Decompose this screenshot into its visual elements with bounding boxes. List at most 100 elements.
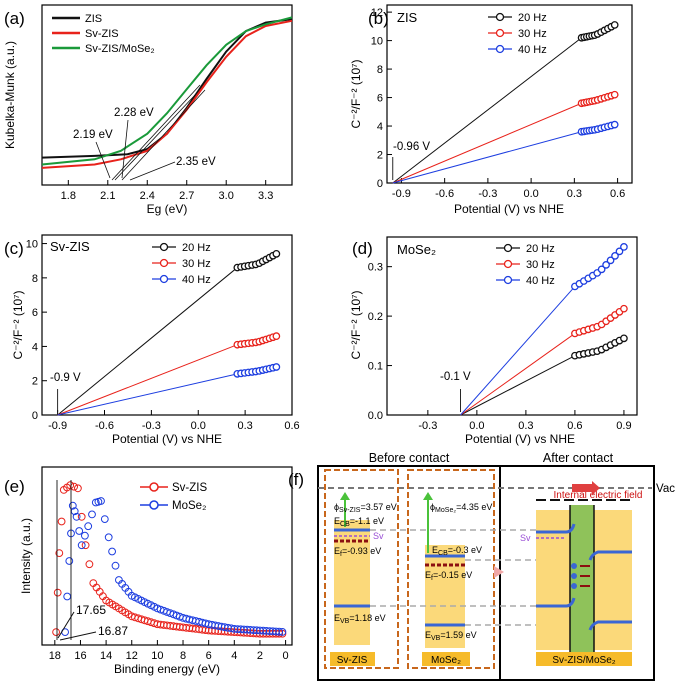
mose2-tag	[422, 652, 470, 666]
cutoff-arrow-2	[59, 631, 97, 641]
fit-2-0	[57, 267, 238, 416]
fit-3-1	[460, 333, 576, 416]
point-e-1-5-1	[88, 510, 96, 519]
panel-d-frame	[386, 236, 638, 416]
legend-a-composite: Sv-ZIS/MoSe₂	[85, 43, 155, 55]
legend-label-3-2: 40 Hz	[526, 275, 555, 287]
panel-c-plot: -0.9 -0.6 -0.3 0.0 0.3 0.6 0 2 4 6 8 10 20 Hz 30 Hz 40…	[26, 239, 300, 432]
panel-a-ylabel: Kubelka-Munk (a.u.)	[3, 41, 17, 149]
xtick-label-e-0: 18	[49, 650, 61, 662]
before-contact-title: Before contact	[369, 451, 450, 465]
combo-mose2-band	[594, 510, 632, 650]
point-3-2-8	[606, 256, 615, 265]
panel-e-xlabel: Binding energy (eV)	[114, 662, 220, 676]
combo-tag	[536, 652, 632, 666]
fit-2-1	[57, 344, 238, 416]
legend-marker-2-1	[159, 258, 169, 268]
xtick-label-e-8: 2	[257, 650, 263, 662]
xtick-label-3-0: -0.3	[418, 420, 437, 432]
ytick-label-3-0: 0.0	[368, 410, 383, 422]
point-3-1-11	[620, 304, 628, 313]
fit-3-0	[460, 355, 576, 416]
panel-e-label: (e)	[4, 477, 25, 496]
panel-e-plot: 18 16 14 12 10 8 6 4 2 0	[49, 481, 289, 662]
arrow-235	[129, 161, 176, 181]
point-1-1-11	[610, 90, 619, 99]
xtick-label-3-1: 0.0	[469, 420, 484, 432]
cutoff-1765: 17.65	[76, 603, 106, 617]
panel-d: (d) MoSe₂ -0.3 0.0 0.3 0.6 0.9 0.0 0.1 0.2 0.3 20…	[349, 236, 638, 446]
cutoff-arrow-1	[57, 611, 75, 639]
panel-a: (a) 1.8 2.1 2.4 2.7 3.0 3.3 Eg (eV) Kubelka-M…	[3, 4, 293, 216]
xtick-label-2-4: 0.3	[237, 420, 252, 432]
ytick-label-1-4: 8	[377, 64, 383, 76]
point-e-1-8-1	[108, 547, 116, 556]
combo-cb-right	[588, 550, 632, 561]
svzis-ef: Ef=-0.93 eV	[334, 546, 381, 558]
xtick-label-a-0: 1.8	[61, 190, 76, 202]
tangent-zis	[111, 84, 201, 181]
point-e-0-5-1	[85, 560, 94, 569]
legend-marker-2-2	[159, 274, 169, 284]
panel-f-label: (f)	[288, 470, 304, 489]
legend-label-2-1: 30 Hz	[182, 258, 211, 270]
point-e-1-7-1	[100, 515, 109, 523]
legend-label-1-1: 30 Hz	[518, 28, 547, 40]
legend-a-zis: ZIS	[85, 13, 102, 25]
ytick-label-1-0: 0	[377, 178, 383, 190]
legend-marker-3-1	[503, 259, 513, 269]
ytick-label-2-0: 0	[32, 410, 38, 422]
svzis-band	[334, 520, 370, 645]
after-contact-title: After contact	[543, 451, 614, 465]
ytick-label-2-2: 4	[32, 341, 38, 353]
xtick-label-1-2: -0.3	[478, 188, 497, 200]
point-2-1-11	[272, 332, 281, 340]
legend-marker-1-1	[495, 28, 505, 38]
panel-d-ylabel: C⁻²/F⁻² (10⁷)	[349, 290, 363, 359]
point-1-0-11	[610, 21, 619, 29]
ytick-label-2-3: 6	[32, 307, 38, 319]
mose2-phi-arrowhead	[423, 492, 433, 500]
panel-b-sample: ZIS	[397, 10, 418, 25]
fit-1-0	[392, 37, 582, 184]
legend-label-2-2: 40 Hz	[182, 274, 211, 286]
xtick-label-1-1: -0.6	[435, 188, 454, 200]
contact-arrow	[494, 566, 504, 578]
panel-a-curves	[41, 16, 293, 169]
svzis-tag	[330, 652, 375, 666]
combo-vb-left	[536, 597, 576, 608]
panel-e-ylabel: Intensity (a.u.)	[19, 518, 33, 594]
point-3-2-11	[620, 243, 628, 251]
panel-d-xlabel: Potential (V) vs NHE	[465, 432, 575, 446]
arrow-228	[121, 119, 129, 179]
xtick-label-e-9: 0	[283, 650, 289, 662]
legend-e-svzis-marker	[149, 482, 159, 492]
ytick-label-3-3: 0.3	[368, 262, 383, 274]
legend-label-2-0: 20 Hz	[182, 242, 211, 254]
xtick-label-3-2: 0.3	[518, 420, 533, 432]
panel-a-label: (a)	[4, 9, 25, 28]
legend-marker-3-0	[503, 243, 513, 253]
point-e-1-4-1	[81, 531, 89, 540]
xtick-label-1-4: 0.3	[567, 188, 582, 200]
xtick-label-a-1: 2.1	[100, 190, 115, 202]
point-3-0-11	[620, 334, 628, 343]
panel-e-frame	[41, 466, 293, 646]
arrow-219	[95, 141, 111, 179]
point-e-1-2-0	[68, 501, 77, 510]
point-e-0-4-1	[77, 512, 86, 521]
panel-c: (c) Sv-ZIS -0.9 -0.6 -0.3 0.0 0.3 0.6 0 2 4 6 8 10 2…	[4, 234, 300, 446]
svzis-tag-label: Sv-ZIS	[337, 655, 368, 666]
tangent-composite	[121, 89, 206, 181]
point-e-1-4-0	[77, 541, 86, 550]
svzis-box	[324, 469, 399, 669]
xtick-label-e-2: 14	[100, 650, 112, 662]
point-e-1-3-1	[75, 527, 84, 535]
panel-d-label: (d)	[352, 239, 373, 258]
xtick-label-2-1: -0.6	[95, 420, 114, 432]
point-e-0-5-0	[81, 541, 90, 550]
cutoff-1687: 16.87	[98, 624, 128, 638]
mose2-ef: Ef=-0.15 eV	[425, 570, 472, 582]
panel-e: (e) 18 16 14 12 10 8 6 4 2 0 Binding energy (eV) …	[4, 466, 293, 676]
